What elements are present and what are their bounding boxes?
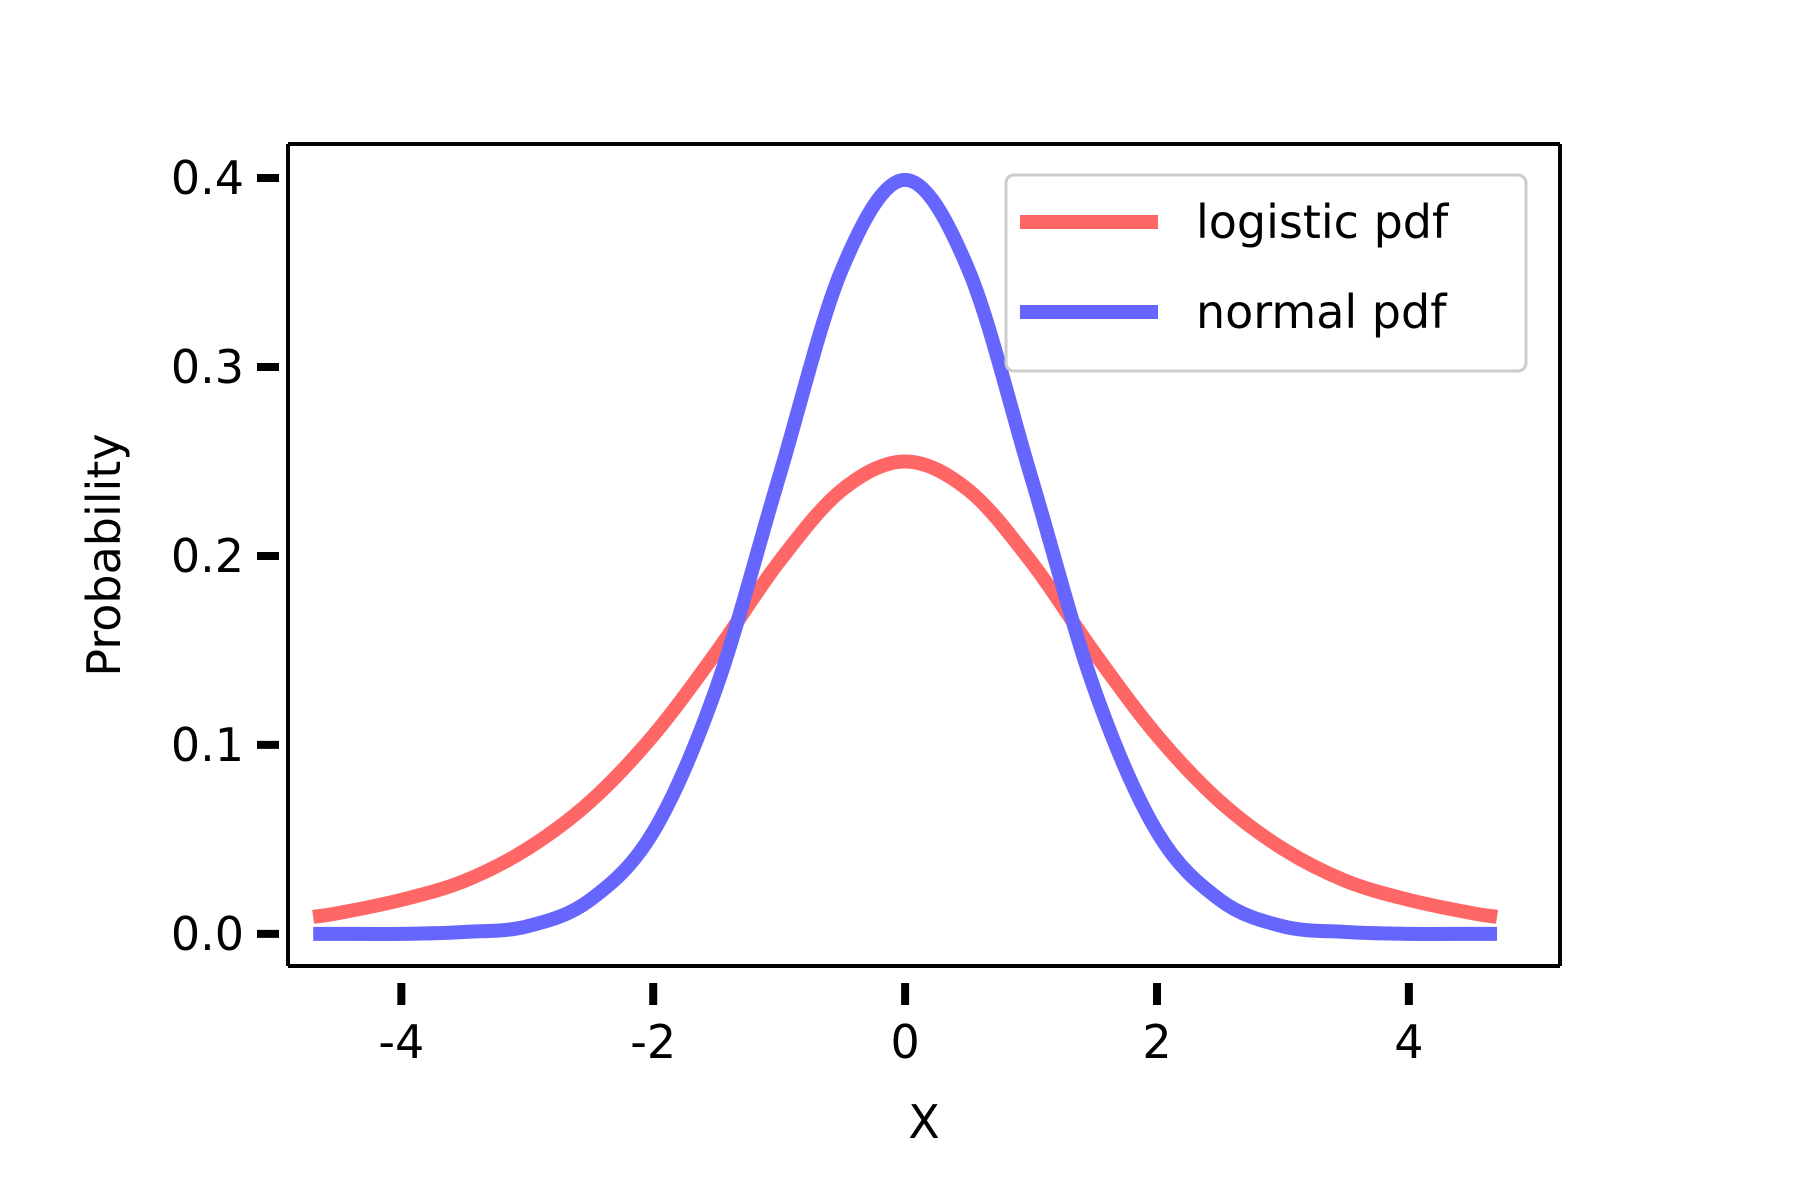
y-ticks: 0.0 0.1 0.2 0.3 0.4 bbox=[171, 151, 279, 961]
x-tick-label: 4 bbox=[1394, 1015, 1423, 1069]
x-ticks: -4 -2 0 2 4 bbox=[378, 983, 1424, 1069]
y-tick-label: 0.4 bbox=[171, 151, 244, 205]
x-tick-label: -4 bbox=[378, 1015, 424, 1069]
x-tick-label: 2 bbox=[1142, 1015, 1171, 1069]
y-tick-label: 0.0 bbox=[171, 907, 244, 961]
y-axis-label: Probability bbox=[77, 433, 131, 676]
plot-frame bbox=[286, 142, 1562, 968]
legend: logistic pdf normal pdf bbox=[1004, 173, 1528, 373]
series-line-logistic-pdf bbox=[312, 454, 1499, 924]
x-tick-label: 0 bbox=[890, 1015, 919, 1069]
x-axis-label: X bbox=[908, 1095, 940, 1149]
series-line-normal-pdf bbox=[313, 172, 1498, 942]
legend-label-logistic-pdf: logistic pdf bbox=[1196, 195, 1450, 249]
series-lines bbox=[312, 172, 1499, 942]
legend-label-normal-pdf: normal pdf bbox=[1196, 285, 1448, 339]
y-tick-label: 0.1 bbox=[171, 718, 244, 772]
y-tick-label: 0.3 bbox=[171, 340, 244, 394]
y-tick-label: 0.2 bbox=[171, 529, 244, 583]
x-tick-label: -2 bbox=[630, 1015, 676, 1069]
